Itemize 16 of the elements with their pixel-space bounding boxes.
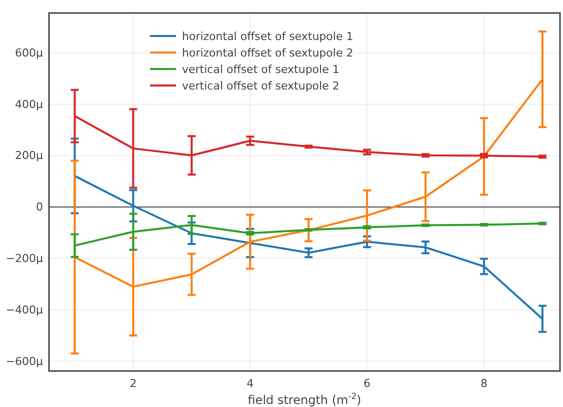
y-tick-label: 0 — [36, 200, 43, 214]
y-tick-label: 400μ — [15, 98, 43, 111]
y-tick-label: −400μ — [6, 303, 43, 316]
y-tick-label: −200μ — [6, 252, 43, 265]
legend-label: horizontal offset of sextupole 2 — [182, 46, 354, 60]
x-tick-label: 6 — [364, 376, 371, 390]
legend-label: vertical offset of sextupole 1 — [182, 63, 340, 76]
legend-label: vertical offset of sextupole 2 — [182, 80, 340, 92]
x-tick-label: 4 — [246, 376, 254, 390]
x-tick-label: 2 — [130, 376, 137, 390]
y-tick-label: 200μ — [15, 149, 43, 162]
x-tick-label: 8 — [480, 376, 488, 390]
legend-label: horizontal offset of sextupole 1 — [182, 30, 354, 43]
y-tick-label: 600μ — [15, 46, 43, 60]
x-axis-title: field strength (m$^{-2}$) — [248, 391, 362, 407]
y-tick-label: −600μ — [6, 354, 43, 368]
